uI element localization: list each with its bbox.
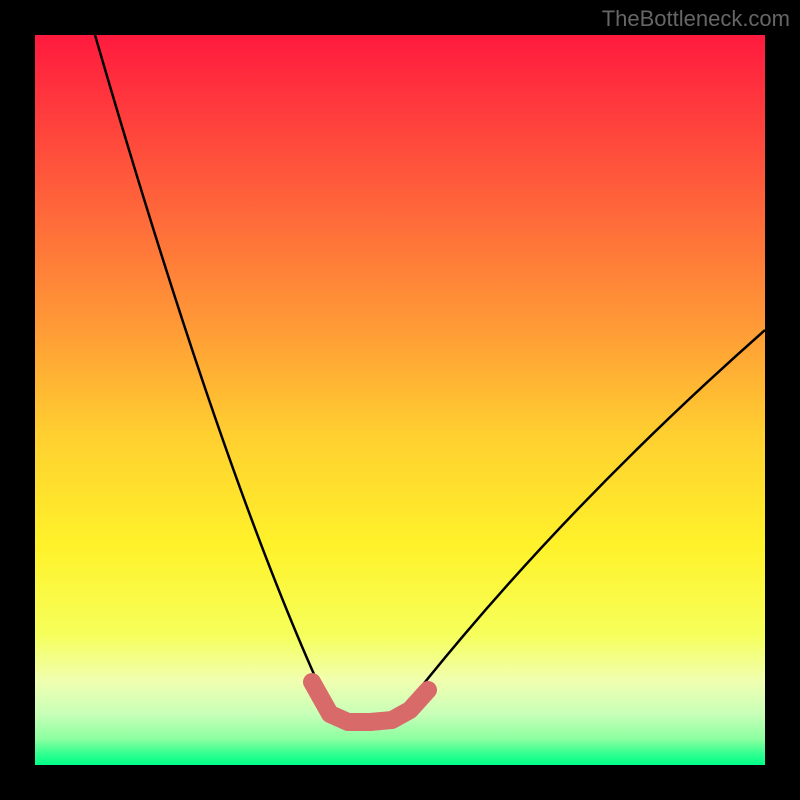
plot-gradient — [35, 35, 765, 765]
chart-stage: TheBottleneck.com — [0, 0, 800, 800]
chart-svg — [0, 0, 800, 800]
